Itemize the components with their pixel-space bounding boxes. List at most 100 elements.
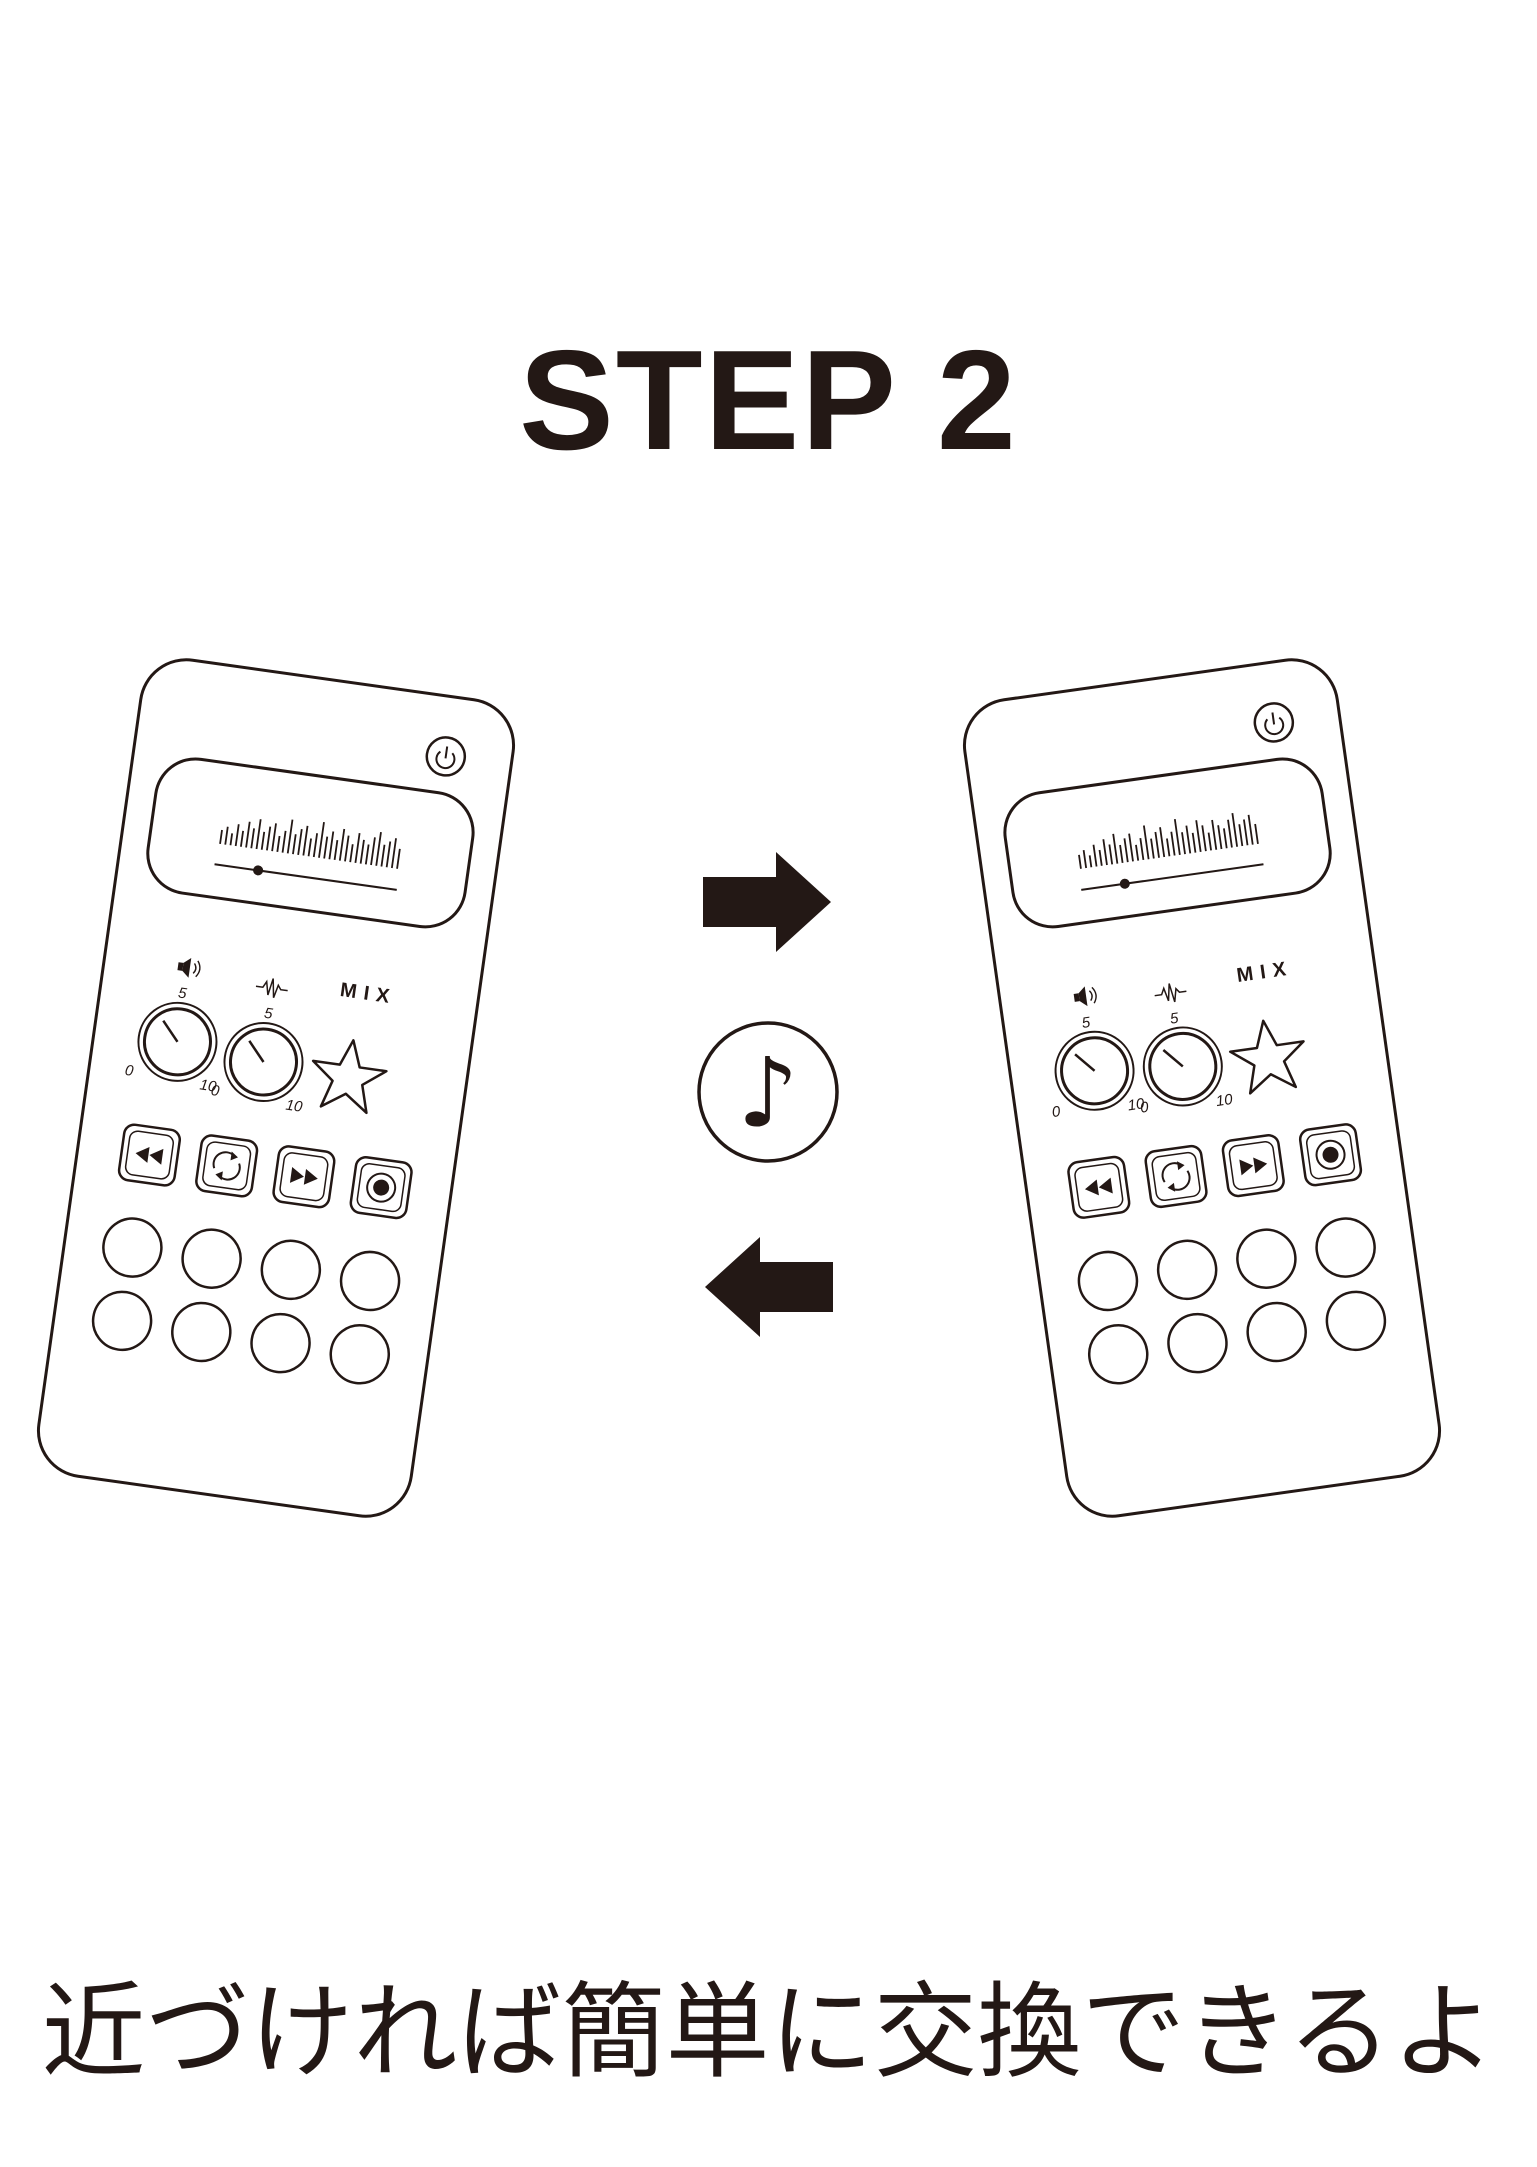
pad[interactable]	[258, 1237, 324, 1303]
rewind-button[interactable]	[117, 1123, 182, 1187]
power-button[interactable]	[424, 735, 467, 778]
waveform-bar	[344, 835, 350, 862]
waveform-bar	[1238, 824, 1244, 847]
waveform-bar	[1211, 819, 1218, 850]
pad[interactable]	[1154, 1237, 1220, 1303]
waveform-bar	[364, 844, 370, 865]
pad[interactable]	[1313, 1215, 1379, 1281]
waveform-icon	[255, 978, 288, 999]
waveform-bar	[1181, 832, 1186, 855]
effect-tick-5: 5	[263, 1005, 274, 1023]
power-button[interactable]	[1252, 701, 1295, 744]
effect-tick-5: 5	[1169, 1010, 1180, 1028]
waveform-bar	[1243, 819, 1249, 846]
waveform-bar	[1088, 855, 1093, 868]
waveform-bar	[1217, 825, 1223, 850]
waveform-bar	[328, 831, 335, 860]
waveform-bar	[1139, 838, 1145, 861]
waveform-bar	[1170, 831, 1176, 856]
pad[interactable]	[169, 1299, 235, 1365]
effect-tick-10: 10	[1215, 1091, 1235, 1110]
waveform-bar	[1128, 833, 1134, 862]
effect-knob[interactable]: 5 0 10	[1124, 977, 1235, 1121]
pad[interactable]	[1165, 1310, 1231, 1376]
waveform-bar	[1108, 844, 1114, 865]
volume-tick-0: 0	[124, 1062, 135, 1080]
waveform-bar	[1135, 844, 1140, 861]
pad[interactable]	[1234, 1226, 1300, 1292]
volume-tick-0: 0	[1051, 1103, 1062, 1121]
forward-button[interactable]	[1221, 1134, 1285, 1198]
waveform-bar	[333, 840, 339, 861]
waveform-bar	[281, 830, 287, 853]
waveform-bar	[1231, 812, 1239, 847]
effect-knob[interactable]: 5 0 10	[209, 972, 320, 1116]
waveform-bar	[1092, 844, 1098, 867]
waveform	[219, 819, 401, 869]
waveform-bar	[307, 838, 312, 857]
pad[interactable]	[100, 1215, 166, 1281]
arrow-left-icon	[705, 1237, 833, 1337]
volume-knob[interactable]: 5 0 10	[1035, 980, 1146, 1125]
pad[interactable]	[337, 1248, 403, 1314]
progress-marker[interactable]	[252, 865, 264, 876]
waveform-bar	[286, 819, 294, 854]
waveform-bar	[1254, 823, 1259, 844]
left-device: 5 0 10 5 0 10 MIX	[36, 658, 516, 1518]
pad[interactable]	[1323, 1288, 1389, 1354]
waveform	[1078, 812, 1259, 869]
pad[interactable]	[1075, 1248, 1141, 1314]
right-device: 5 0 10 5 0 10 MIX	[962, 658, 1442, 1518]
waveform-bar	[266, 826, 272, 851]
waveform-bar	[224, 826, 229, 845]
arrow-right-icon	[703, 852, 831, 952]
waveform-bar	[1112, 833, 1119, 864]
record-button[interactable]	[1298, 1123, 1363, 1187]
music-note-symbol: ♪	[737, 1037, 798, 1149]
waveform-bar	[370, 837, 376, 866]
waveform-bar	[1247, 814, 1254, 845]
waveform-bar	[390, 838, 397, 869]
music-note-icon: ♪	[697, 1021, 839, 1163]
pad-grid	[1075, 1215, 1389, 1387]
progress-marker[interactable]	[1119, 878, 1130, 889]
loop-button[interactable]	[1144, 1144, 1208, 1209]
pad[interactable]	[89, 1288, 155, 1354]
waveform-icon	[1154, 983, 1187, 1003]
waveform-bar	[255, 819, 262, 850]
waveform-bar	[250, 828, 255, 849]
pad[interactable]	[179, 1226, 245, 1292]
volume-knob[interactable]: 5 0 10	[123, 951, 234, 1096]
pad[interactable]	[1085, 1321, 1151, 1387]
pad[interactable]	[1244, 1299, 1310, 1365]
volume-tick-5: 5	[177, 985, 188, 1003]
waveform-bar	[312, 833, 319, 858]
waveform-bar	[1123, 838, 1129, 863]
forward-button[interactable]	[272, 1145, 336, 1209]
loop-button[interactable]	[195, 1134, 259, 1198]
volume-tick-10: 10	[199, 1076, 219, 1095]
star-button[interactable]	[1227, 1016, 1310, 1096]
waveform-bar	[1195, 820, 1202, 853]
waveform-bar	[354, 833, 361, 863]
speaker-icon	[177, 957, 201, 978]
waveform-bar	[1150, 838, 1155, 859]
waveform-bar	[1173, 819, 1181, 855]
star-button[interactable]	[307, 1035, 390, 1115]
pad[interactable]	[248, 1310, 314, 1376]
caption: 近づければ簡単に交換できるよ	[41, 1971, 1496, 2093]
waveform-bar	[1201, 825, 1207, 852]
rewind-button[interactable]	[1067, 1155, 1131, 1219]
waveform-bar	[349, 844, 354, 863]
progress-track	[1081, 863, 1264, 891]
pad[interactable]	[327, 1321, 393, 1387]
record-button[interactable]	[349, 1156, 413, 1220]
waveform-bar	[1078, 854, 1082, 869]
waveform-bar	[1207, 832, 1212, 851]
waveform-bar	[323, 836, 329, 859]
waveform-bar	[385, 841, 392, 868]
waveform-bar	[1098, 849, 1103, 866]
pad-grid	[89, 1215, 403, 1387]
waveform-bar	[276, 835, 281, 853]
